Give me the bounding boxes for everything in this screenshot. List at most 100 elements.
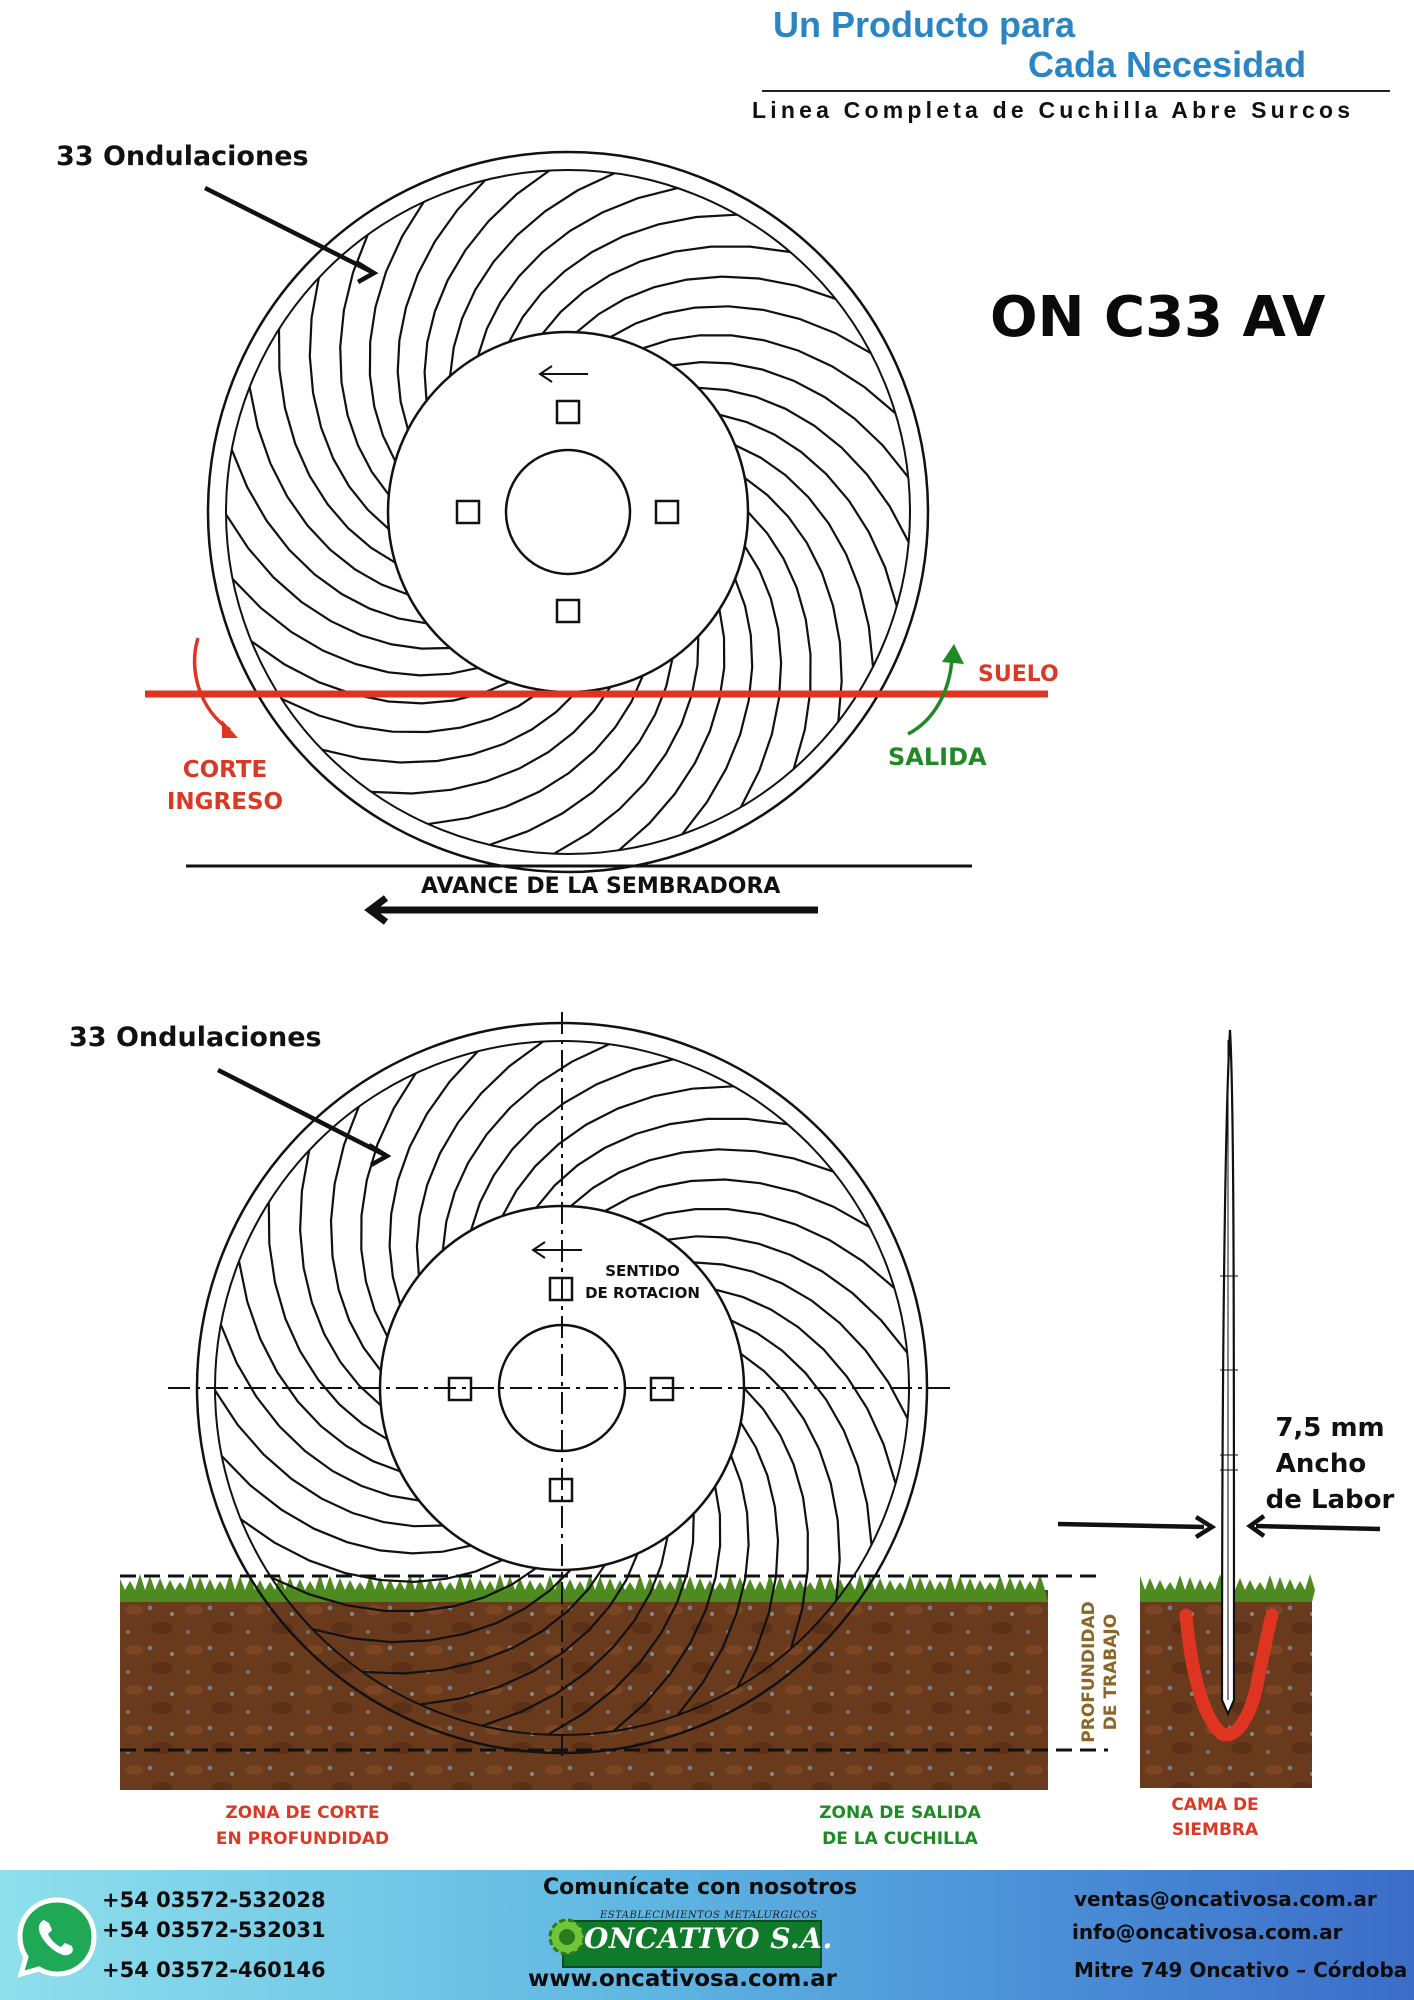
zona-corte-label: ZONA DE CORTE EN PROFUNDIDAD (195, 1800, 410, 1852)
email-info[interactable]: info@oncativosa.com.ar (1072, 1920, 1343, 1944)
wave-line (312, 1569, 572, 1644)
avance-arrow-icon (364, 895, 818, 925)
wave-line (642, 334, 897, 415)
wave-line (248, 386, 409, 596)
wave-line (547, 1513, 695, 1736)
phone-2[interactable]: +54 03572-532031 (102, 1918, 326, 1942)
width-arrow-left-icon (1057, 1515, 1217, 1539)
header-title-line2: Cada Necesidad (1028, 44, 1307, 85)
wave-line (740, 545, 783, 808)
ondulaciones-pointer-icon (203, 185, 379, 284)
wave-line (231, 578, 479, 677)
profundidad-label: PROFUNDIDAD DE TRABAJO (1078, 1572, 1122, 1772)
profundidad-line2: DE TRABAJO (1101, 1613, 1121, 1731)
wave-line (360, 1072, 417, 1338)
wave-line (415, 1040, 544, 1276)
ancho-line2: Ancho (1275, 1449, 1367, 1479)
wave-line (321, 691, 578, 764)
wave-line (388, 1050, 479, 1305)
bolt-hole (555, 399, 581, 425)
wave-line (230, 449, 427, 625)
bottom-disc (168, 1012, 955, 1760)
corte-line1: CORTE (182, 757, 268, 783)
rotation-arrow-icon (531, 1241, 582, 1259)
ancho-line1: 7,5 mm (1275, 1413, 1385, 1443)
wave-line (747, 511, 812, 770)
wave-line (553, 636, 700, 855)
wave-line (618, 609, 726, 852)
sentido-line2: DE ROTACION (585, 1284, 700, 1302)
width-arrow-right-icon (1246, 1514, 1381, 1538)
cama-line2: SIEMBRA (1171, 1820, 1259, 1840)
sentido-line1: SENTIDO (605, 1262, 680, 1280)
wave-line (681, 578, 754, 836)
bottom-ondulaciones-label: 33 Ondulaciones (69, 1022, 322, 1053)
zona-salida-line2: DE LA CUCHILLA (822, 1829, 978, 1849)
corte-arrow-icon (192, 637, 238, 738)
email-ventas[interactable]: ventas@oncativosa.com.ar (1074, 1887, 1377, 1911)
phone-3[interactable]: +54 03572-460146 (102, 1958, 326, 1982)
wave-line (219, 1324, 420, 1502)
wave-line (740, 1352, 841, 1601)
wave-line (362, 1564, 606, 1675)
bolt-hole (455, 499, 481, 525)
header-divider (762, 90, 1390, 92)
wave-line (575, 275, 836, 334)
wave-line (214, 1389, 443, 1528)
ancho-labor-label: 7,5 mm Ancho de Labor (1250, 1410, 1410, 1518)
wave-line (469, 1058, 674, 1231)
header-subtitle: Linea Completa de Cuchilla Abre Surcos (752, 97, 1355, 123)
header-title-line1: Un Producto para (773, 4, 1076, 45)
top-ondulaciones-label: 33 Ondulaciones (56, 141, 309, 172)
wave-line (240, 1518, 503, 1584)
bottom-disc-waves (214, 1040, 909, 1736)
phone-1[interactable]: +54 03572-532028 (102, 1888, 326, 1912)
product-model: ON C33 AV (990, 285, 1326, 350)
wave-line (736, 1421, 780, 1688)
wave-line (714, 1288, 897, 1484)
wave-line (604, 1178, 870, 1228)
wave-line (281, 689, 544, 734)
ancho-line3: de Labor (1265, 1485, 1395, 1515)
wave-line (730, 1319, 873, 1546)
wave-line (441, 1043, 610, 1251)
wave-line (368, 201, 425, 462)
wave-line (427, 675, 644, 826)
blade-side-view (1220, 1029, 1238, 1717)
top-disc-waves (225, 169, 910, 855)
zona-salida-label: ZONA DE SALIDA DE LA CUCHILLA (795, 1800, 1005, 1852)
cama-siembra-label: CAMA DE SIEMBRA (1150, 1793, 1280, 1843)
wave-line (693, 1261, 909, 1420)
wave-line (339, 234, 390, 496)
logo-tagline: ESTABLECIMIENTOS METALURGICOS (600, 1910, 818, 1921)
suelo-label: SUELO (978, 662, 1059, 687)
seed-bed-furrow (1179, 1608, 1279, 1742)
zona-salida-line1: ZONA DE SALIDA (819, 1803, 981, 1823)
wave-line (734, 444, 875, 667)
contact-title: Comunícate con nosotros (543, 1875, 858, 1900)
top-disc (206, 150, 930, 874)
wave-line (570, 1148, 834, 1208)
wave-line (220, 1455, 472, 1555)
whatsapp-icon[interactable] (14, 1894, 100, 1980)
cama-line1: CAMA DE (1171, 1795, 1259, 1815)
wave-line (449, 172, 615, 377)
sentido-rotacion-label: SENTIDO DE ROTACION (575, 1260, 710, 1304)
wave-line (609, 305, 872, 355)
logo-name: ONCATIVO S.A. (584, 1922, 833, 1955)
wave-line (423, 169, 551, 401)
wave-line (329, 1106, 382, 1372)
wave-line (225, 513, 451, 650)
salida-arrow-icon (907, 644, 964, 736)
wave-line (612, 1486, 722, 1732)
zona-corte-line1: ZONA DE CORTE (225, 1803, 380, 1823)
wave-line (743, 1387, 809, 1649)
wave-line (419, 1553, 639, 1706)
wave-line (719, 413, 898, 607)
website-link[interactable]: www.oncativosa.com.ar (528, 1966, 837, 1992)
wave-line (667, 1235, 909, 1354)
wave-line (298, 1150, 382, 1407)
profundidad-line1: PROFUNDIDAD (1079, 1601, 1099, 1743)
wave-line (308, 277, 390, 530)
wave-line (501, 1085, 734, 1217)
